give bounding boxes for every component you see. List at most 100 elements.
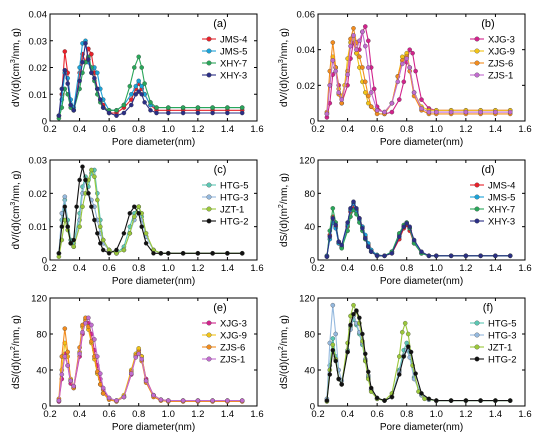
data-point-3-3-15	[374, 253, 380, 259]
data-point-4-3-12	[95, 354, 100, 359]
x-tick-label-3-7: 1.6	[518, 263, 531, 274]
data-point-4-3-18	[129, 371, 134, 376]
data-point-3-3-14	[368, 249, 374, 254]
y-tick-label-1-3: 0.06	[297, 10, 316, 21]
x-tick-label-0-5: 1.2	[191, 124, 204, 135]
legend-label-5-3: HTG-2	[488, 355, 517, 366]
x-tick-label-0-0: 0.2	[43, 124, 56, 135]
data-point-0-1-19	[133, 83, 139, 89]
data-point-5-3-13	[366, 369, 371, 375]
data-point-0-3-9	[86, 57, 91, 62]
x-tick-label-4-3: 0.8	[132, 409, 145, 420]
x-tick-label-0-7: 1.6	[250, 124, 263, 135]
legend-label-5-1: HTG-3	[488, 331, 517, 342]
legend-marker-1-1	[474, 48, 480, 54]
legend-label-3-1: JMS-5	[488, 193, 515, 204]
data-point-2-3-5	[71, 237, 76, 243]
data-point-0-3-28	[210, 110, 215, 116]
data-point-0-2-26	[180, 105, 186, 110]
data-point-4-3-25	[166, 398, 171, 403]
series-group-3	[324, 199, 513, 259]
y-tick-label-1-2: 0.04	[297, 45, 316, 56]
x-axis-title-0: Pore diameter(nm)	[112, 137, 195, 148]
legend-marker-0-3	[206, 72, 212, 78]
data-point-4-3-10	[89, 322, 94, 328]
y-tick-label-5-0: 0	[310, 402, 315, 413]
data-point-3-3-6	[345, 220, 350, 225]
legend-label-1-1: XJG-9	[488, 47, 515, 58]
panel-tag-2: (c)	[214, 164, 227, 176]
x-tick-label-0-2: 0.6	[103, 124, 116, 135]
data-point-0-3-19	[133, 92, 139, 97]
data-point-2-2-6	[77, 224, 82, 229]
series-group-5	[324, 302, 513, 404]
legend-marker-3-1	[474, 194, 480, 200]
data-point-5-1-3	[333, 331, 338, 337]
data-point-2-3-14	[98, 241, 103, 246]
legend-marker-2-3	[206, 218, 212, 224]
data-point-0-3-14	[100, 105, 106, 110]
data-point-5-2-18	[397, 354, 402, 359]
x-tick-label-4-7: 1.6	[250, 409, 263, 420]
legend-marker-0-2	[206, 60, 212, 66]
data-point-1-3-24	[426, 109, 432, 115]
data-point-4-3-30	[239, 398, 245, 403]
data-point-3-3-28	[478, 253, 483, 259]
x-tick-label-2-3: 0.8	[132, 263, 145, 274]
data-point-0-3-5	[71, 108, 76, 113]
data-point-0-3-11	[92, 75, 97, 81]
data-point-2-3-20	[132, 204, 137, 209]
data-point-3-3-29	[493, 253, 498, 259]
data-point-1-2-11	[360, 65, 365, 70]
plot-frame-5	[317, 297, 526, 407]
legend-marker-2-2	[206, 206, 212, 212]
data-point-3-3-12	[363, 236, 368, 241]
panel-0: 0.2 0.4 0.6 0.8 1.0 1.2 1.4 1.6 0 0.01 0.02 0.03 0.0…	[10, 10, 264, 149]
data-point-0-2-21	[139, 65, 144, 70]
data-point-1-2-13	[366, 93, 371, 99]
data-point-1-3-11	[360, 29, 365, 35]
data-point-0-1-21	[139, 83, 144, 89]
data-point-3-3-0	[324, 254, 330, 259]
legend-marker-4-2	[206, 344, 212, 350]
data-point-0-2-28	[210, 105, 215, 110]
data-point-5-3-8	[351, 311, 356, 317]
data-point-1-3-17	[389, 100, 395, 106]
data-point-2-3-8	[80, 164, 85, 169]
data-point-0-3-3	[65, 81, 70, 86]
data-point-0-3-22	[142, 100, 147, 105]
data-point-5-3-20	[405, 344, 411, 349]
data-point-0-2-20	[136, 54, 141, 60]
data-point-1-3-0	[324, 111, 330, 117]
data-point-5-3-12	[363, 351, 368, 357]
data-point-4-3-20	[136, 351, 141, 357]
x-tick-label-3-6: 1.4	[489, 263, 502, 274]
x-tick-label-4-4: 1.0	[162, 409, 175, 420]
data-point-1-3-10	[357, 38, 362, 44]
data-point-5-3-7	[348, 322, 353, 328]
data-point-4-2-2	[62, 326, 68, 331]
x-tick-label-1-5: 1.2	[459, 124, 472, 135]
legend-label-1-2: ZJS-6	[488, 59, 513, 70]
data-point-3-3-24	[426, 253, 432, 259]
y-tick-label-2-2: 0.02	[29, 189, 48, 200]
data-point-3-3-17	[389, 251, 395, 256]
panel-1: 0.2 0.4 0.6 0.8 1.0 1.2 1.4 1.6 0 0.02 0.04 0.06 Por…	[278, 10, 532, 149]
x-tick-label-1-3: 0.8	[400, 124, 413, 135]
legend-marker-5-3	[474, 356, 480, 362]
panel-2: 0.2 0.4 0.6 0.8 1.0 1.2 1.4 1.6 0 0.01 0.02 0.03 Por…	[10, 156, 264, 288]
legend-marker-5-1	[474, 332, 480, 338]
data-point-1-0-13	[366, 38, 371, 44]
data-point-0-2-29	[225, 105, 230, 110]
data-point-0-3-26	[180, 110, 186, 116]
data-point-5-2-8	[351, 302, 356, 308]
data-point-0-1-18	[129, 92, 134, 97]
data-point-0-2-22	[142, 81, 147, 86]
y-tick-label-4-2: 80	[36, 330, 47, 341]
x-tick-label-5-1: 0.4	[341, 409, 354, 420]
data-point-2-3-13	[95, 231, 100, 236]
data-point-0-2-17	[121, 102, 127, 108]
data-point-0-3-18	[129, 102, 134, 108]
panel-3: 0.2 0.4 0.6 0.8 1.0 1.2 1.4 1.6 0 40 80 120 Pore dia…	[278, 156, 532, 288]
legend-label-2-0: HTG-5	[220, 181, 249, 192]
